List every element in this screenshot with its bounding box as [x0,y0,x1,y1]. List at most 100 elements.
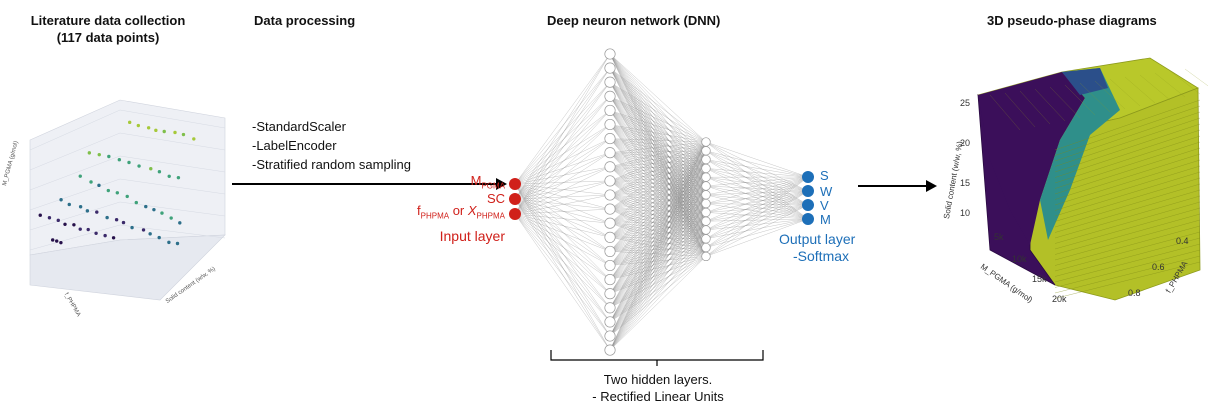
output-class-s: S [820,168,829,183]
title-literature-line2: (117 data points) [56,30,160,45]
output-node-1 [802,185,814,197]
phase-texture-line [1004,92,1036,128]
arrow-processing-head [496,178,507,190]
phase-m-tick: 5k [994,232,1004,242]
scatter-point [127,160,131,165]
scatter-point [178,221,182,225]
hidden1-node-5 [604,118,616,131]
output-activation: -Softmax [793,248,850,264]
step-standard-scaler: -StandardScaler [252,119,346,134]
phase-texture-line [1034,88,1066,122]
hidden1-node-16 [604,274,616,286]
output-class-m: M [820,212,831,227]
scatter-point [55,239,59,243]
phase-teal-region [1040,68,1120,240]
hidden2-node-0 [701,137,711,147]
input-node-1 [509,193,521,205]
hidden1-node-9 [604,175,616,187]
hidden-caption-line2: - Rectified Linear Units [592,389,724,404]
input-or: or [449,203,468,218]
phase-texture-line [1054,189,1201,233]
title-dnn: Deep neuron network (DNN) [547,13,721,28]
scatter-point [89,180,93,184]
phase-texture-line [1054,111,1201,162]
output-node-3 [802,213,814,225]
scatter-point [106,188,111,193]
scatter-gridline [119,178,226,195]
scatter-point [173,130,177,135]
scatter-point [59,198,63,202]
scatter-point [148,232,152,236]
hidden2-node-1 [701,146,711,156]
phase-texture-line [1054,219,1201,261]
phase-texture-line [1054,237,1201,277]
scatter-gridline [119,132,226,151]
scatter-point [72,223,76,227]
phase-texture-line [1054,147,1201,195]
input-m-main: M [470,173,482,188]
scatter-point [107,154,111,159]
scatter-point [149,167,153,171]
scatter-point [175,241,180,246]
scatter-point [152,207,156,212]
phase-texture-line [1054,165,1201,211]
phase-texture-line [1054,195,1201,239]
title-data-processing: Data processing [254,13,356,28]
output-node-0 [802,171,814,183]
scatter-point [134,200,138,205]
hidden1-node-6 [604,133,616,145]
scatter-point [157,170,162,174]
phase-texture-line [1054,243,1201,283]
phase-texture-line [1054,261,1201,299]
hidden-layers-caption: Two hidden layers. - Rectified Linear Un… [548,371,768,405]
input-layer-label: Input layer [439,228,505,244]
phase-texture-line [989,94,1021,131]
scatter-point [78,174,82,178]
phase-texture [989,68,1208,299]
phase-z-tick: 20 [960,138,970,148]
scatter-point [47,216,52,220]
input-f-sub: PHPMA [420,211,450,221]
scatter-point [38,213,42,217]
phase-texture-line [1124,76,1156,104]
scatter-point [114,217,119,222]
output-class-v: V [820,198,829,213]
hidden2-node-5 [701,181,711,191]
hidden1-node-7 [604,147,616,159]
scatter-point [50,238,55,242]
phase-texture-line [1184,68,1208,87]
phase-texture-line [1054,99,1201,151]
scatter-point [181,132,186,137]
scatter-point [125,194,129,199]
scatter-point [157,235,161,240]
scatter-point [85,209,90,213]
hidden2-node-10 [701,225,711,235]
hidden2-node-9 [701,216,711,226]
scatter-gridline [119,224,226,239]
phase-texture-line [1054,129,1201,178]
title-literature-line1: Literature data collection [30,13,186,28]
hidden1-node-20 [604,330,616,342]
phase-texture-line [1019,90,1051,125]
hidden1-node-13 [604,231,616,243]
scatter-point [117,157,122,162]
scatter-point [59,240,63,245]
input-label-fraction: fPHPMA or XPHPMA [417,202,505,226]
phase-texture-line [1054,153,1201,200]
title-phase-diagrams: 3D pseudo-phase diagrams [987,13,1157,28]
hidden2-node-8 [701,207,711,218]
hidden2-node-11 [701,234,711,244]
hidden1-node-8 [604,161,616,173]
scatter-point [78,205,83,209]
scatter-gridline [29,178,121,211]
network-connections [514,53,809,351]
step-label-encoder: -LabelEncoder [252,138,337,153]
scatter-gridline [29,201,121,231]
phase-texture-line [1054,213,1201,255]
output-node-2 [802,199,814,211]
scatter-point [115,191,120,195]
hidden2-node-7 [701,198,711,209]
title-literature-collection: Literature data collection (117 data poi… [8,12,208,46]
scatter-floor [29,234,226,301]
